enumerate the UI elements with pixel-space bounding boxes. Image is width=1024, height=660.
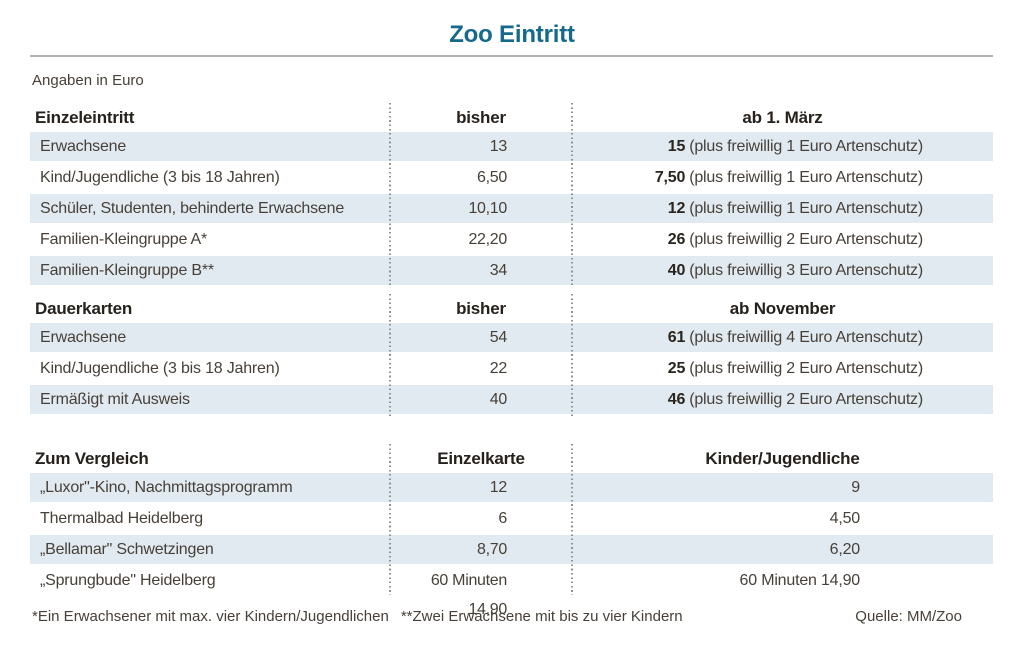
section-header-row: Zum Vergleich Einzelkarte Kinder/Jugendl… [30, 444, 993, 473]
column-header-einzelkarte: Einzelkarte [437, 449, 525, 468]
row-label: „Luxor"-Kino, Nachmittagsprogramm [40, 479, 293, 496]
section-title: Einzeleintritt [35, 108, 135, 127]
price-new: 15 (plus freiwillig 1 Euro Artenschutz) [572, 132, 993, 161]
price-bisher: 34 [489, 262, 508, 279]
table-row: Erwachsene 54 61 (plus freiwillig 4 Euro … [30, 323, 993, 352]
price-kinder: 60 Minuten 14,90 [739, 572, 861, 589]
table-row: Ermäßigt mit Ausweis 40 46 (plus freiwill… [30, 385, 993, 414]
price-new-note: (plus freiwillig 1 Euro Artenschutz) [689, 169, 923, 186]
dotted-column-divider [389, 294, 391, 416]
table-row: „Luxor"-Kino, Nachmittagsprogramm 12 9 [30, 473, 993, 502]
price-einzelkarte: 8,70 [477, 541, 507, 558]
row-label: Schüler, Studenten, behinderte Erwachsen… [40, 200, 345, 217]
price-einzelkarte: 60 Minuten 14,90 [430, 572, 507, 618]
row-label: Kind/Jugendliche (3 bis 18 Jahren) [40, 360, 280, 377]
price-new-note: (plus freiwillig 3 Euro Artenschutz) [689, 262, 923, 279]
dotted-column-divider [389, 103, 391, 285]
price-new: 40 (plus freiwillig 3 Euro Artenschutz) [572, 256, 993, 285]
table-row: Kind/Jugendliche (3 bis 18 Jahren) 6,50 … [30, 163, 993, 192]
title-divider-rule [30, 55, 993, 57]
row-label: Familien-Kleingruppe A* [40, 231, 208, 248]
section-header-row: Einzeleintritt bisher ab 1. März [30, 103, 993, 132]
price-new: 12 (plus freiwillig 1 Euro Artenschutz) [572, 194, 993, 223]
row-label: Thermalbad Heidelberg [40, 510, 204, 527]
table-row: Familien-Kleingruppe B** 34 40 (plus frei… [30, 256, 993, 285]
column-header-bisher: bisher [456, 299, 506, 318]
price-new-note: (plus freiwillig 1 Euro Artenschutz) [689, 138, 923, 155]
footnotes: *Ein Erwachsener mit max. vier Kindern/J… [32, 608, 993, 626]
price-new-value: 15 [667, 138, 686, 155]
footer: *Ein Erwachsener mit max. vier Kindern/J… [32, 608, 993, 626]
column-header-ab-maerz: ab 1. März [742, 108, 823, 127]
row-label: Erwachsene [40, 329, 127, 346]
price-bisher: 22 [489, 360, 508, 377]
row-label: Kind/Jugendliche (3 bis 18 Jahren) [40, 169, 280, 186]
price-new: 26 (plus freiwillig 2 Euro Artenschutz) [572, 225, 993, 254]
price-bisher: 22,20 [468, 231, 507, 248]
price-bisher: 40 [489, 391, 508, 408]
price-einzelkarte: 12 [489, 479, 508, 496]
price-new: 25 (plus freiwillig 2 Euro Artenschutz) [572, 354, 993, 383]
row-label: Ermäßigt mit Ausweis [40, 391, 190, 408]
price-kinder: 6,20 [829, 541, 861, 558]
footnote-single-adult: *Ein Erwachsener mit max. vier Kindern/J… [32, 608, 389, 625]
dotted-column-divider [571, 103, 573, 285]
table-row: „Bellamar" Schwetzingen 8,70 6,20 [30, 535, 993, 564]
price-new-value: 40 [667, 262, 686, 279]
dotted-column-divider [389, 444, 391, 595]
price-new-value: 46 [667, 391, 686, 408]
price-new-value: 12 [667, 200, 686, 217]
price-bisher: 10,10 [468, 200, 507, 217]
price-new: 7,50 (plus freiwillig 1 Euro Artenschutz) [572, 163, 993, 192]
footnote-two-adults: **Zwei Erwachsene mit bis zu vier Kinder… [400, 608, 683, 625]
price-new-note: (plus freiwillig 2 Euro Artenschutz) [689, 391, 923, 408]
table-row: „Sprungbude" Heidelberg 60 Minuten 14,90… [30, 566, 993, 618]
page-title: Zoo Eintritt [449, 21, 575, 48]
dotted-column-divider [571, 444, 573, 595]
section-header-row: Dauerkarten bisher ab November [30, 294, 993, 323]
row-label: Familien-Kleingruppe B** [40, 262, 214, 279]
table-row: Familien-Kleingruppe A* 22,20 26 (plus fr… [30, 225, 993, 254]
section-title: Zum Vergleich [35, 449, 149, 468]
price-bisher: 13 [489, 138, 508, 155]
price-einzelkarte: 6 [498, 510, 507, 527]
section-einzeleintritt: Einzeleintritt bisher ab 1. März Erwachs… [30, 103, 993, 285]
source-credit: Quelle: MM/Zoo [855, 608, 962, 625]
table-row: Kind/Jugendliche (3 bis 18 Jahren) 22 25… [30, 354, 993, 383]
price-new-note: (plus freiwillig 2 Euro Artenschutz) [689, 360, 923, 377]
price-new: 61 (plus freiwillig 4 Euro Artenschutz) [572, 323, 993, 352]
row-label: „Bellamar" Schwetzingen [40, 541, 214, 558]
price-new-value: 26 [667, 231, 686, 248]
price-new-note: (plus freiwillig 1 Euro Artenschutz) [689, 200, 923, 217]
table-row: Erwachsene 13 15 (plus freiwillig 1 Euro … [30, 132, 993, 161]
row-label: „Sprungbude" Heidelberg [40, 572, 216, 589]
price-new: 46 (plus freiwillig 2 Euro Artenschutz) [572, 385, 993, 414]
section-title: Dauerkarten [35, 299, 133, 318]
dotted-column-divider [571, 294, 573, 416]
section-zum-vergleich: Zum Vergleich Einzelkarte Kinder/Jugendl… [30, 444, 993, 618]
price-bisher: 6,50 [477, 169, 507, 186]
price-kinder: 9 [851, 479, 860, 496]
price-bisher: 54 [489, 329, 508, 346]
column-header-ab-november: ab November [729, 299, 836, 318]
column-header-bisher: bisher [456, 108, 506, 127]
table-row: Thermalbad Heidelberg 6 4,50 [30, 504, 993, 533]
price-new-note: (plus freiwillig 2 Euro Artenschutz) [689, 231, 923, 248]
row-label: Erwachsene [40, 138, 127, 155]
price-new-value: 25 [667, 360, 686, 377]
section-dauerkarten: Dauerkarten bisher ab November Erwachsen… [30, 294, 993, 416]
price-new-note: (plus freiwillig 4 Euro Artenschutz) [689, 329, 923, 346]
table-row: Schüler, Studenten, behinderte Erwachsen… [30, 194, 993, 223]
column-header-kinder-jugendliche: Kinder/Jugendliche [705, 449, 860, 468]
price-new-value: 61 [667, 329, 686, 346]
unit-note: Angaben in Euro [32, 72, 144, 89]
price-new-value: 7,50 [654, 169, 686, 186]
price-kinder: 4,50 [829, 510, 861, 527]
